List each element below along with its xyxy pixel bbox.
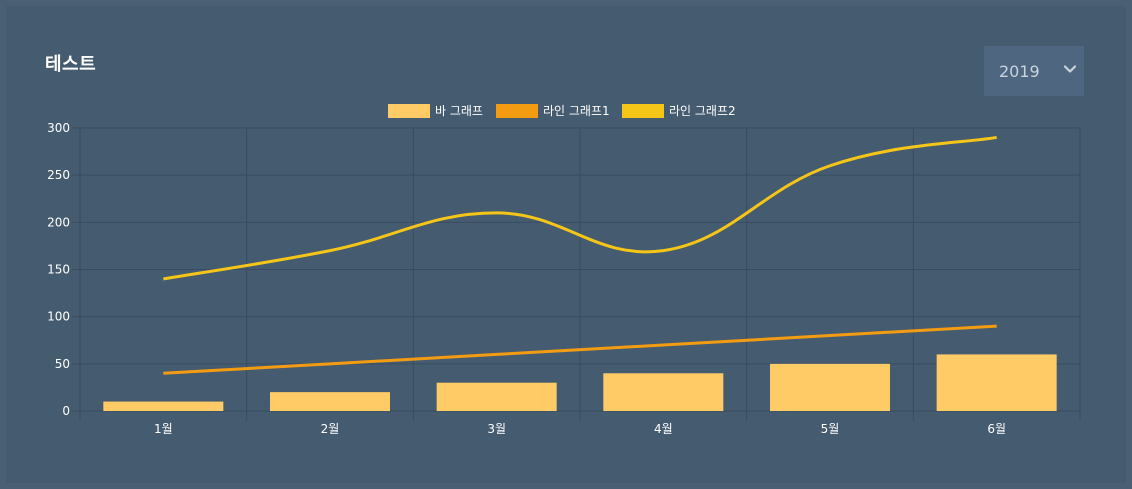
y-tick-label: 300 [47, 121, 70, 135]
y-tick-label: 250 [47, 168, 70, 182]
y-tick-label: 0 [62, 404, 70, 418]
series-line-2 [163, 135, 997, 281]
bar [770, 363, 890, 411]
bar [436, 382, 557, 411]
x-tick-label: 1월 [154, 422, 173, 436]
bar [936, 354, 1057, 411]
page-title: 테스트 [45, 54, 97, 75]
y-tick-label: 150 [47, 263, 70, 277]
legend-swatch [388, 104, 430, 118]
bar [270, 392, 390, 411]
x-tick-label: 5월 [821, 422, 840, 436]
x-tick-label: 3월 [487, 422, 506, 436]
x-tick-label: 4월 [654, 422, 673, 436]
bar [603, 373, 724, 411]
year-select-value: 2019 [999, 61, 1040, 81]
chevron-down-icon [1064, 65, 1076, 73]
y-tick-label: 50 [55, 357, 70, 371]
bar [103, 401, 224, 411]
y-tick-label: 100 [47, 310, 70, 324]
series-line-1 [163, 324, 997, 375]
legend-swatch [622, 104, 664, 118]
legend-label: 바 그래프 [435, 104, 483, 118]
year-select[interactable]: 2019 [984, 46, 1084, 96]
y-tick-label: 200 [47, 215, 70, 229]
legend-swatch [496, 104, 538, 118]
x-tick-label: 2월 [321, 422, 340, 436]
legend-label: 라인 그래프1 [543, 104, 610, 118]
x-tick-label: 6월 [987, 422, 1006, 436]
legend-label: 라인 그래프2 [669, 104, 736, 118]
